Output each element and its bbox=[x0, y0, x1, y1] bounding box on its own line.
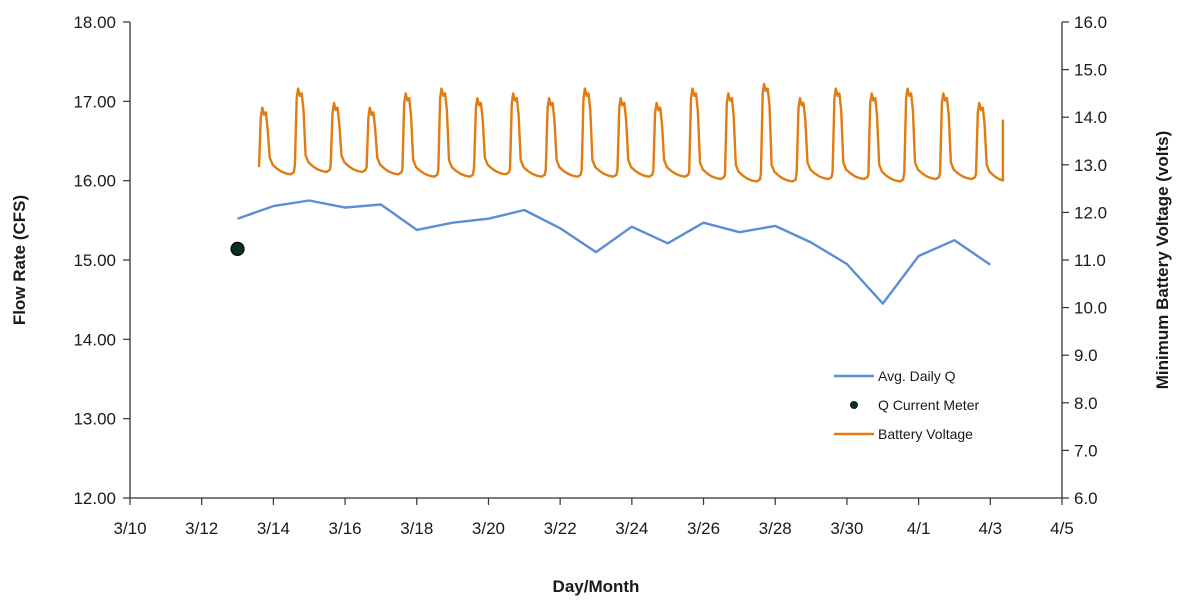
x-tick-label: 4/1 bbox=[907, 519, 931, 538]
y-right-tick-label: 11.0 bbox=[1074, 251, 1106, 270]
y-right-tick-label: 9.0 bbox=[1074, 346, 1098, 365]
y-right-tick-label: 8.0 bbox=[1074, 394, 1098, 413]
x-tick-label: 3/30 bbox=[830, 519, 863, 538]
y-right-tick-label: 6.0 bbox=[1074, 489, 1098, 508]
y-right-tick-label: 16.0 bbox=[1074, 13, 1107, 32]
x-tick-label: 4/5 bbox=[1050, 519, 1074, 538]
y-left-axis-title: Flow Rate (CFS) bbox=[10, 195, 29, 325]
legend-label: Avg. Daily Q bbox=[878, 368, 956, 384]
y-right-axis-title: Minimum Battery Voltage (volts) bbox=[1153, 131, 1172, 390]
x-tick-label: 3/18 bbox=[400, 519, 433, 538]
x-tick-label: 3/20 bbox=[472, 519, 505, 538]
y-left-tick-label: 17.00 bbox=[73, 92, 116, 111]
y-right-tick-label: 13.0 bbox=[1074, 156, 1107, 175]
q-current-meter-point bbox=[230, 241, 245, 256]
legend: Avg. Daily Q Q Current Meter Battery Volta… bbox=[834, 368, 979, 442]
x-tick-label: 3/16 bbox=[329, 519, 362, 538]
legend-marker-q-current-meter bbox=[850, 401, 858, 409]
legend-label: Battery Voltage bbox=[878, 426, 973, 442]
y-right-tick-label: 7.0 bbox=[1074, 441, 1098, 460]
y-left-tick-label: 16.00 bbox=[73, 172, 116, 191]
y-left-tick-label: 13.00 bbox=[73, 410, 116, 429]
y-right-tick-label: 10.0 bbox=[1074, 299, 1107, 318]
x-tick-label: 3/22 bbox=[544, 519, 577, 538]
y-left-tick-label: 12.00 bbox=[73, 489, 116, 508]
y-left-tick-label: 18.00 bbox=[73, 13, 116, 32]
x-tick-label: 3/10 bbox=[113, 519, 146, 538]
x-tick-label: 3/14 bbox=[257, 519, 290, 538]
avg-daily-q-line bbox=[237, 199, 991, 305]
plot-marks bbox=[230, 82, 1005, 305]
legend-label: Q Current Meter bbox=[878, 397, 979, 413]
x-tick-label: 3/26 bbox=[687, 519, 720, 538]
battery-voltage-line bbox=[257, 82, 1005, 183]
x-axis-title: Day/Month bbox=[553, 577, 640, 596]
x-tick-label: 3/24 bbox=[615, 519, 648, 538]
x-tick-label: 4/3 bbox=[978, 519, 1002, 538]
y-left-tick-label: 15.00 bbox=[73, 251, 116, 270]
axes: 3/10 3/12 3/14 3/16 3/18 3/20 3/22 3/24 3/26 3/28… bbox=[73, 13, 1107, 538]
y-right-tick-label: 14.0 bbox=[1074, 108, 1107, 127]
x-tick-label: 3/12 bbox=[185, 519, 218, 538]
y-right-tick-label: 15.0 bbox=[1074, 61, 1107, 80]
x-tick-label: 3/28 bbox=[759, 519, 792, 538]
y-left-tick-label: 14.00 bbox=[73, 330, 116, 349]
y-right-tick-label: 12.0 bbox=[1074, 203, 1107, 222]
